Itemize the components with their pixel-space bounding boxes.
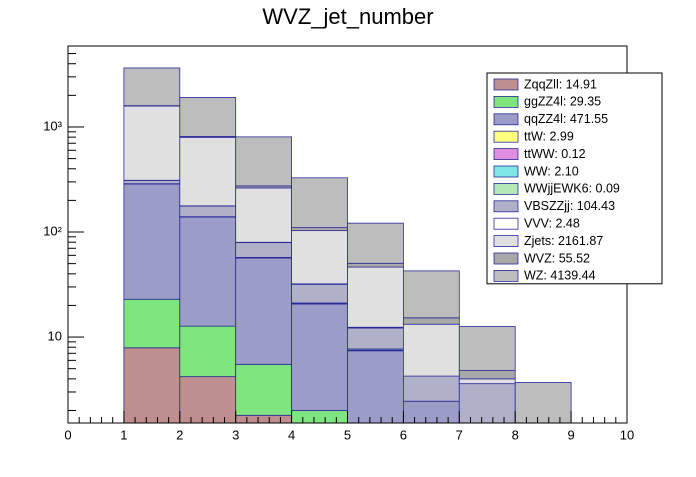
legend-swatch bbox=[494, 236, 518, 247]
histogram-bar bbox=[403, 271, 459, 318]
histogram-bar bbox=[348, 223, 404, 263]
histogram-bar bbox=[459, 379, 515, 384]
x-tick-label: 10 bbox=[620, 427, 634, 442]
histogram-bar bbox=[292, 410, 348, 423]
histogram-bar bbox=[236, 137, 292, 186]
histogram-bar bbox=[459, 327, 515, 371]
legend-label: qqZZ4l: 471.55 bbox=[524, 112, 608, 126]
histogram-bar bbox=[459, 371, 515, 379]
y-tick-label: 10² bbox=[43, 223, 62, 238]
x-tick-label: 1 bbox=[120, 427, 127, 442]
y-tick-label: 10 bbox=[48, 328, 62, 343]
histogram-bar bbox=[403, 324, 459, 376]
histogram-bar bbox=[124, 68, 180, 106]
legend-swatch bbox=[494, 149, 518, 160]
histogram-bar bbox=[124, 106, 180, 180]
histogram-bar bbox=[348, 263, 404, 267]
histogram-bar bbox=[180, 137, 236, 206]
x-tick-label: 6 bbox=[400, 427, 407, 442]
histogram-bar bbox=[180, 326, 236, 376]
legend-swatch bbox=[494, 201, 518, 212]
legend-swatch bbox=[494, 270, 518, 281]
legend-label: WZ: 4139.44 bbox=[524, 269, 596, 283]
histogram-bar bbox=[515, 382, 571, 423]
histogram-bar bbox=[348, 267, 404, 327]
legend-swatch bbox=[494, 131, 518, 142]
legend-label: ZqqZll: 14.91 bbox=[524, 77, 597, 91]
histogram-bar bbox=[292, 228, 348, 231]
x-tick-label: 5 bbox=[344, 427, 351, 442]
histogram-bar bbox=[292, 284, 348, 303]
legend-swatch bbox=[494, 79, 518, 90]
legend-label: WWjjEWK6: 0.09 bbox=[524, 182, 620, 196]
histogram-bar bbox=[180, 97, 236, 136]
histogram-bar bbox=[124, 180, 180, 183]
histogram-bar bbox=[292, 178, 348, 228]
histogram-bar bbox=[124, 299, 180, 348]
x-tick-label: 2 bbox=[176, 427, 183, 442]
histogram-bar bbox=[124, 184, 180, 299]
histogram-bar bbox=[236, 364, 292, 415]
legend-swatch bbox=[494, 114, 518, 125]
legend-label: ttW: 2.99 bbox=[524, 129, 574, 143]
histogram-bar bbox=[236, 258, 292, 364]
legend-swatch bbox=[494, 253, 518, 264]
histogram-bar bbox=[459, 384, 515, 423]
legend-swatch bbox=[494, 166, 518, 177]
legend-label: WVZ: 55.52 bbox=[524, 251, 590, 265]
legend-swatch bbox=[494, 218, 518, 229]
histogram-bar bbox=[292, 304, 348, 410]
histogram-bar bbox=[348, 328, 404, 349]
legend: ZqqZll: 14.91 ggZZ4l: 29.35 qqZZ4l: 471.55… bbox=[487, 73, 662, 284]
legend-label: VBSZZjj: 104.43 bbox=[524, 199, 615, 213]
histogram-bar bbox=[236, 243, 292, 258]
legend-label: ggZZ4l: 29.35 bbox=[524, 95, 601, 109]
histogram-bar bbox=[180, 377, 236, 423]
legend-label: VVV: 2.48 bbox=[524, 216, 580, 230]
histogram-bar bbox=[403, 401, 459, 423]
x-tick-label: 7 bbox=[456, 427, 463, 442]
histogram-bar bbox=[124, 348, 180, 423]
histogram-bar bbox=[236, 188, 292, 242]
histogram-bar bbox=[180, 206, 236, 217]
legend-label: Zjets: 2161.87 bbox=[524, 234, 603, 248]
legend-label: ttWW: 0.12 bbox=[524, 147, 586, 161]
x-tick-label: 4 bbox=[288, 427, 295, 442]
x-tick-label: 0 bbox=[64, 427, 71, 442]
legend-label: WW: 2.10 bbox=[524, 164, 579, 178]
y-tick-label: 10³ bbox=[43, 118, 62, 133]
legend-swatch bbox=[494, 96, 518, 107]
histogram-bar bbox=[403, 318, 459, 324]
x-tick-label: 8 bbox=[512, 427, 519, 442]
histogram-bar bbox=[180, 217, 236, 326]
histogram-bar bbox=[403, 376, 459, 401]
chart-title: WVZ_jet_number bbox=[262, 4, 433, 29]
histogram-bar bbox=[348, 351, 404, 423]
histogram-bar bbox=[236, 415, 292, 423]
x-tick-label: 3 bbox=[232, 427, 239, 442]
histogram-bar bbox=[292, 231, 348, 284]
x-tick-label: 9 bbox=[567, 427, 574, 442]
legend-swatch bbox=[494, 183, 518, 194]
